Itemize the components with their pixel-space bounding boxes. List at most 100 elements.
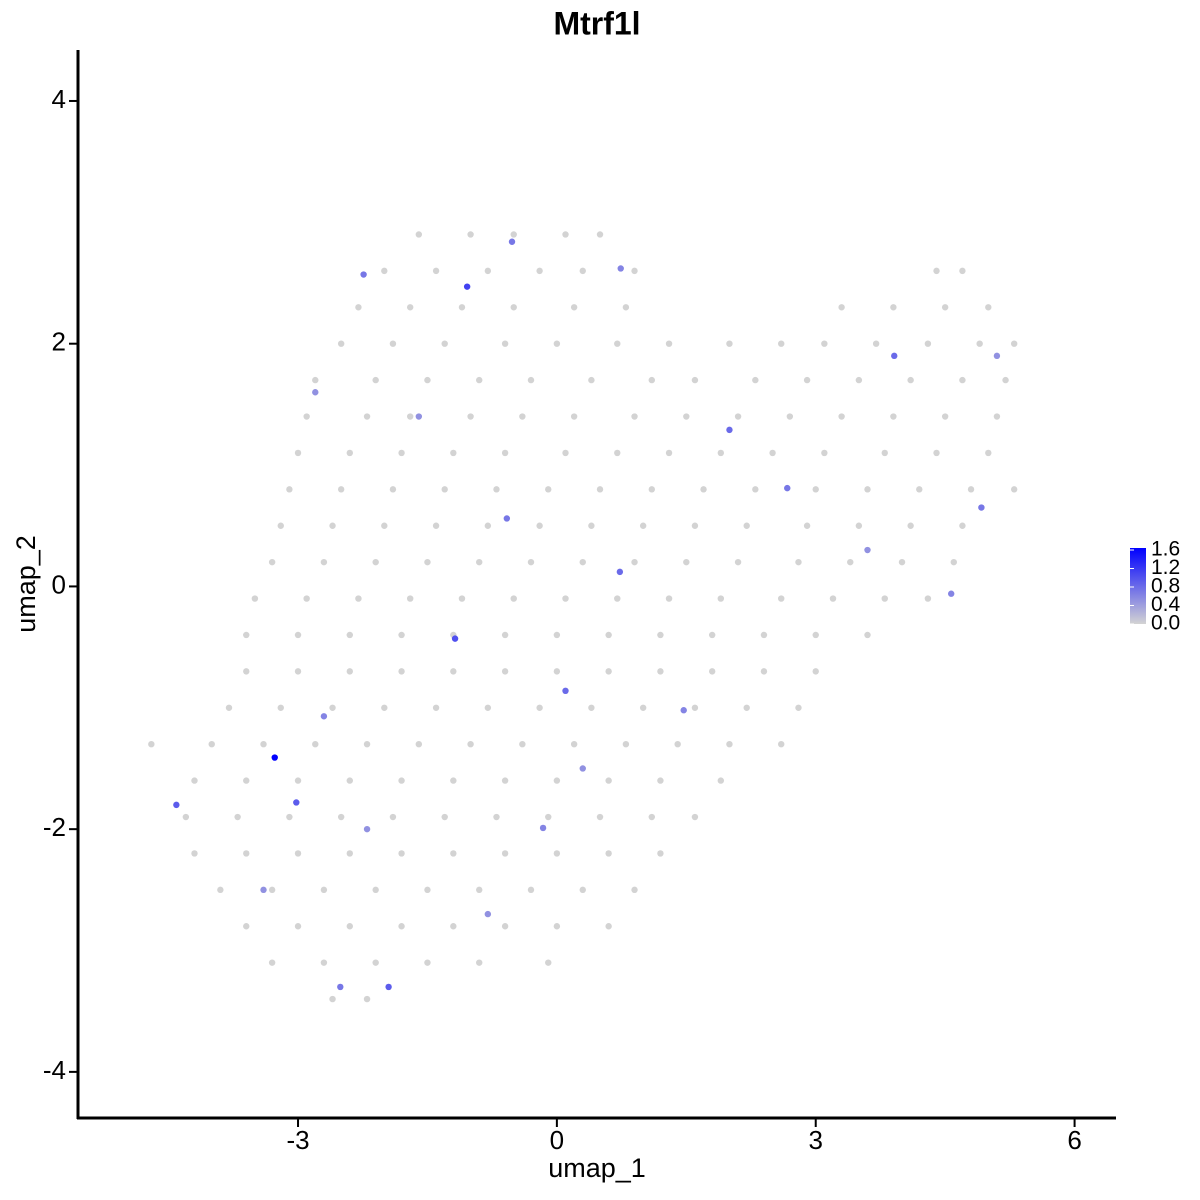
point — [320, 558, 328, 566]
point — [458, 595, 466, 602]
point — [467, 741, 474, 748]
point — [985, 449, 992, 457]
point — [579, 267, 586, 275]
point — [519, 741, 526, 748]
point — [562, 595, 569, 602]
point — [726, 741, 733, 748]
point — [907, 376, 914, 384]
point — [277, 704, 284, 711]
point — [821, 449, 828, 457]
point — [536, 704, 543, 711]
point — [493, 813, 500, 821]
point — [484, 910, 492, 918]
point — [260, 886, 267, 894]
point — [243, 631, 250, 639]
point — [432, 522, 440, 529]
point — [890, 304, 897, 311]
point — [398, 449, 405, 457]
point — [476, 376, 483, 384]
point — [476, 558, 483, 566]
point — [812, 631, 819, 639]
point — [346, 850, 353, 857]
point — [337, 340, 345, 347]
point — [441, 486, 448, 493]
point — [415, 741, 423, 748]
point — [605, 923, 612, 930]
point — [562, 687, 569, 694]
point — [978, 504, 985, 511]
point — [450, 923, 457, 930]
colorbar-tick-label: 0.4 — [1151, 593, 1181, 616]
point — [639, 704, 647, 711]
point — [665, 340, 673, 347]
point — [708, 631, 716, 639]
point — [508, 238, 516, 245]
point — [967, 486, 975, 493]
point — [406, 413, 414, 420]
point — [683, 413, 690, 420]
point — [717, 595, 725, 602]
point — [398, 850, 405, 857]
point — [778, 741, 785, 748]
point — [539, 824, 547, 832]
point — [553, 631, 561, 639]
point — [225, 704, 233, 711]
point — [243, 668, 250, 675]
point — [424, 558, 431, 566]
point — [406, 304, 414, 311]
point — [303, 413, 310, 420]
point — [562, 231, 569, 238]
y-tick-label: 4 — [52, 84, 66, 114]
point — [346, 631, 353, 639]
point — [501, 631, 509, 639]
point — [680, 707, 687, 714]
point — [570, 413, 578, 420]
point — [372, 959, 379, 966]
point — [872, 340, 880, 347]
point — [450, 449, 457, 457]
point — [976, 340, 983, 347]
point — [1010, 340, 1018, 347]
point — [924, 595, 932, 602]
point — [829, 595, 837, 602]
point — [286, 813, 293, 821]
point — [148, 741, 155, 748]
point — [320, 713, 328, 720]
point — [614, 340, 621, 347]
point — [553, 340, 561, 347]
point — [726, 340, 733, 347]
point — [778, 340, 785, 347]
point — [985, 304, 992, 311]
point — [519, 413, 526, 420]
point — [363, 741, 371, 748]
point — [821, 340, 828, 347]
point — [838, 413, 845, 420]
point — [622, 304, 630, 311]
point — [389, 813, 397, 821]
point — [959, 376, 966, 384]
point — [941, 413, 949, 420]
point — [726, 426, 733, 434]
point — [553, 923, 561, 930]
point — [691, 376, 699, 384]
point — [657, 631, 664, 639]
point — [243, 850, 250, 857]
point — [501, 923, 509, 930]
colorbar-tick-label: 0.8 — [1151, 575, 1180, 598]
point — [398, 668, 405, 675]
point — [881, 449, 888, 457]
point — [993, 413, 1001, 420]
point — [631, 267, 638, 275]
point — [795, 558, 802, 566]
point — [579, 765, 586, 772]
point — [734, 558, 742, 566]
point — [743, 522, 750, 529]
point — [363, 413, 371, 420]
point — [467, 231, 474, 238]
point — [381, 267, 388, 275]
point — [389, 340, 397, 347]
point — [588, 376, 595, 384]
point — [312, 389, 319, 396]
point — [182, 813, 190, 821]
